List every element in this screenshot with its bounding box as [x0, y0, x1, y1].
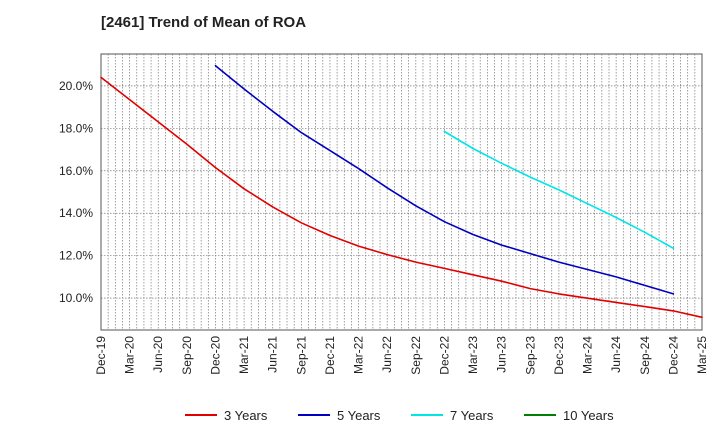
legend-label: 7 Years — [450, 408, 494, 423]
x-tick-label: Mar-25 — [695, 336, 709, 374]
x-tick-label: Mar-24 — [581, 336, 595, 374]
legend-label: 10 Years — [563, 408, 614, 423]
x-tick-label: Dec-22 — [437, 336, 451, 375]
y-tick-label: 14.0% — [59, 206, 93, 220]
grid-lines — [101, 54, 702, 330]
x-tick-label: Dec-23 — [552, 336, 566, 375]
x-tick-label: Jun-22 — [380, 336, 394, 373]
x-tick-label: Sep-22 — [409, 336, 423, 375]
series-line-7-years — [443, 130, 675, 250]
x-tick-label: Sep-24 — [638, 336, 652, 375]
y-tick-label: 12.0% — [59, 249, 93, 263]
x-tick-label: Jun-23 — [495, 336, 509, 373]
y-tick-label: 16.0% — [59, 164, 93, 178]
x-tick-label: Dec-24 — [666, 336, 680, 375]
y-axis-tick-labels: 10.0% 12.0% 14.0% 16.0% 18.0% 20.0% — [59, 79, 93, 305]
legend: 3 Years 5 Years 7 Years 10 Years — [185, 408, 614, 423]
x-tick-label: Sep-20 — [180, 336, 194, 375]
x-tick-label: Jun-20 — [151, 336, 165, 373]
x-tick-label: Jun-21 — [266, 336, 280, 373]
x-tick-label: Mar-22 — [352, 336, 366, 374]
x-tick-label: Mar-23 — [466, 336, 480, 374]
x-tick-label: Mar-20 — [123, 336, 137, 374]
x-tick-label: Sep-21 — [294, 336, 308, 375]
y-tick-label: 10.0% — [59, 291, 93, 305]
series-line-3-years — [100, 76, 703, 319]
x-axis-tick-labels: Dec-19 Mar-20 Jun-20 Sep-20 Dec-20 Mar-21 Jun-… — [94, 336, 709, 375]
chart-title: [2461] Trend of Mean of ROA — [101, 14, 307, 31]
series-line-5-years — [214, 64, 675, 295]
plot-area — [100, 53, 703, 331]
x-tick-label: Dec-19 — [94, 336, 108, 375]
y-tick-label: 20.0% — [59, 79, 93, 93]
y-tick-label: 18.0% — [59, 121, 93, 135]
legend-label: 3 Years — [224, 408, 268, 423]
x-tick-label: Dec-20 — [208, 336, 222, 375]
x-tick-label: Mar-21 — [237, 336, 251, 374]
x-tick-label: Dec-21 — [323, 336, 337, 375]
legend-label: 5 Years — [337, 408, 381, 423]
series-lines — [100, 64, 703, 319]
x-tick-label: Jun-24 — [609, 336, 623, 373]
x-tick-label: Sep-23 — [523, 336, 537, 375]
